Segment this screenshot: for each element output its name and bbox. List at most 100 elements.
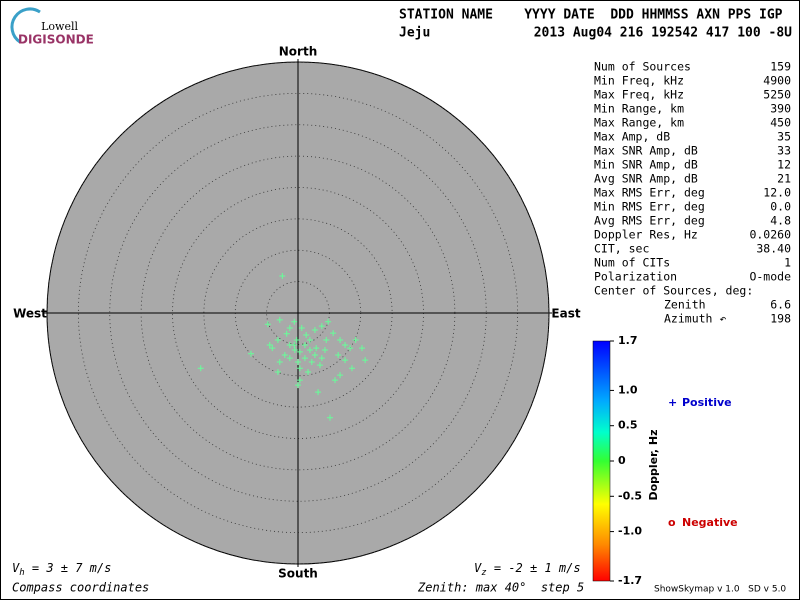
legend-name: Negative (682, 516, 738, 529)
colorbar-tick-label: 1.7 (618, 334, 638, 347)
coords-note: Compass coordinates (12, 581, 149, 595)
source-point (352, 336, 359, 343)
colorbar-tick-label: -0.5 (618, 489, 642, 502)
center-label: Zenith (664, 298, 706, 312)
colorbar-tick-label: 1.0 (618, 383, 638, 396)
plot (44, 59, 552, 567)
source-point (337, 372, 344, 379)
east-label: East (551, 307, 580, 321)
source-point (197, 365, 204, 372)
station: Jeju (399, 26, 430, 41)
source-point (347, 345, 354, 352)
source-point (291, 347, 298, 354)
vh-sub: h (19, 568, 24, 578)
stat-value: 38.40 (756, 242, 791, 256)
south-label: South (278, 567, 318, 581)
vh-text: = 3 ± 7 m/s (25, 561, 112, 575)
logo-arc (10, 7, 41, 44)
source-point (335, 352, 342, 359)
source-point (306, 347, 313, 354)
stat-label: Min RMS Err, deg (594, 200, 705, 214)
source-point (306, 336, 313, 343)
colorbar-tick-label: -1.7 (618, 574, 642, 587)
source-point (342, 342, 349, 349)
source-point (286, 355, 293, 362)
record: 2013 Aug04 216 192542 417 100 -8U (534, 26, 792, 41)
source-point (276, 316, 283, 323)
source-point (281, 352, 288, 359)
source-point (311, 326, 318, 333)
source-point (318, 323, 325, 330)
legend-marker: + (668, 396, 677, 409)
source-point (279, 272, 286, 279)
stat-value: 35 (777, 130, 791, 144)
source-point (318, 355, 325, 362)
vz-text: = -2 ± 1 m/s (487, 561, 581, 575)
source-point (286, 325, 293, 332)
source-point (291, 318, 298, 325)
source-point (276, 358, 283, 365)
stat-value: 4900 (763, 74, 791, 88)
vz: Vz = -2 ± 1 m/s (474, 561, 581, 578)
north-label: North (279, 45, 317, 59)
center-value: 198 (770, 312, 791, 326)
stat-value: 450 (770, 116, 791, 130)
stat-value: 0.0260 (749, 228, 791, 242)
source-point (315, 389, 322, 396)
colorbar-tick-label: -1.0 (618, 525, 642, 538)
stat-label: Avg SNR Amp, dB (594, 172, 698, 186)
stat-value: 4.8 (770, 214, 791, 228)
version: ShowSkymap v 1.0 SD v 5.0 (654, 585, 786, 595)
colorbar-tick-label: 0 (618, 454, 626, 467)
stat-label: Max Freq, kHz (594, 88, 684, 102)
source-point (296, 365, 303, 372)
stat-label: Min SNR Amp, dB (594, 158, 698, 172)
source-point (266, 342, 273, 349)
source-point (295, 358, 301, 365)
source-point (323, 336, 330, 343)
stat-value: 12 (777, 158, 791, 172)
legend-name: Positive (682, 396, 732, 409)
source-point (348, 365, 355, 372)
west-label: West (13, 307, 47, 321)
stat-label: Min Freq, kHz (594, 74, 684, 88)
logo-bottom: DIGISONDE (18, 33, 94, 47)
stat-label: Max Amp, dB (594, 130, 670, 144)
source-point (274, 336, 281, 343)
center-title: Center of Sources, deg: (594, 284, 753, 298)
source-point (295, 382, 301, 389)
stat-value: 1 (784, 256, 791, 270)
stat-label: Max Range, km (594, 116, 684, 130)
source-point (330, 330, 337, 337)
source-point (305, 368, 312, 375)
source-point (296, 377, 303, 384)
colorbar: 1.7 1.0 0.5 0 -0.5 -1.0 -1.7 Doppler, Hz + Positi… (592, 334, 738, 587)
vz-symbol: V (474, 561, 482, 575)
logo-top: Lowell (41, 20, 78, 33)
stat-label: Avg RMS Err, deg (594, 214, 705, 228)
source-point (301, 355, 308, 362)
vh-symbol: V (12, 561, 20, 575)
source-point (332, 377, 339, 384)
colorbar-label: Doppler, Hz (647, 429, 660, 500)
source-point (274, 368, 281, 375)
stat-label: Max RMS Err, deg (594, 186, 705, 200)
stat-value: 5250 (763, 88, 791, 102)
stat-value: O-mode (749, 270, 791, 284)
stat-value: 33 (777, 144, 791, 158)
source-point (291, 342, 298, 349)
source-point (269, 345, 276, 352)
source-point (342, 357, 349, 364)
source-point (303, 331, 310, 338)
stat-label: Num of Sources (594, 60, 691, 74)
source-point (311, 352, 318, 359)
source-point (283, 330, 290, 337)
stat-label: Doppler Res, Hz (594, 228, 698, 242)
source-point (264, 321, 271, 328)
stat-value: 12.0 (763, 186, 791, 200)
stat-label: Polarization (594, 270, 677, 284)
zenith-note: Zenith: max 40° step 5 (417, 581, 584, 595)
header-columns: STATION NAME YYYY DATE DDD HHMMSS AXN PP… (399, 8, 783, 23)
source-point (313, 345, 320, 352)
stat-label: CIT, sec (594, 242, 649, 256)
